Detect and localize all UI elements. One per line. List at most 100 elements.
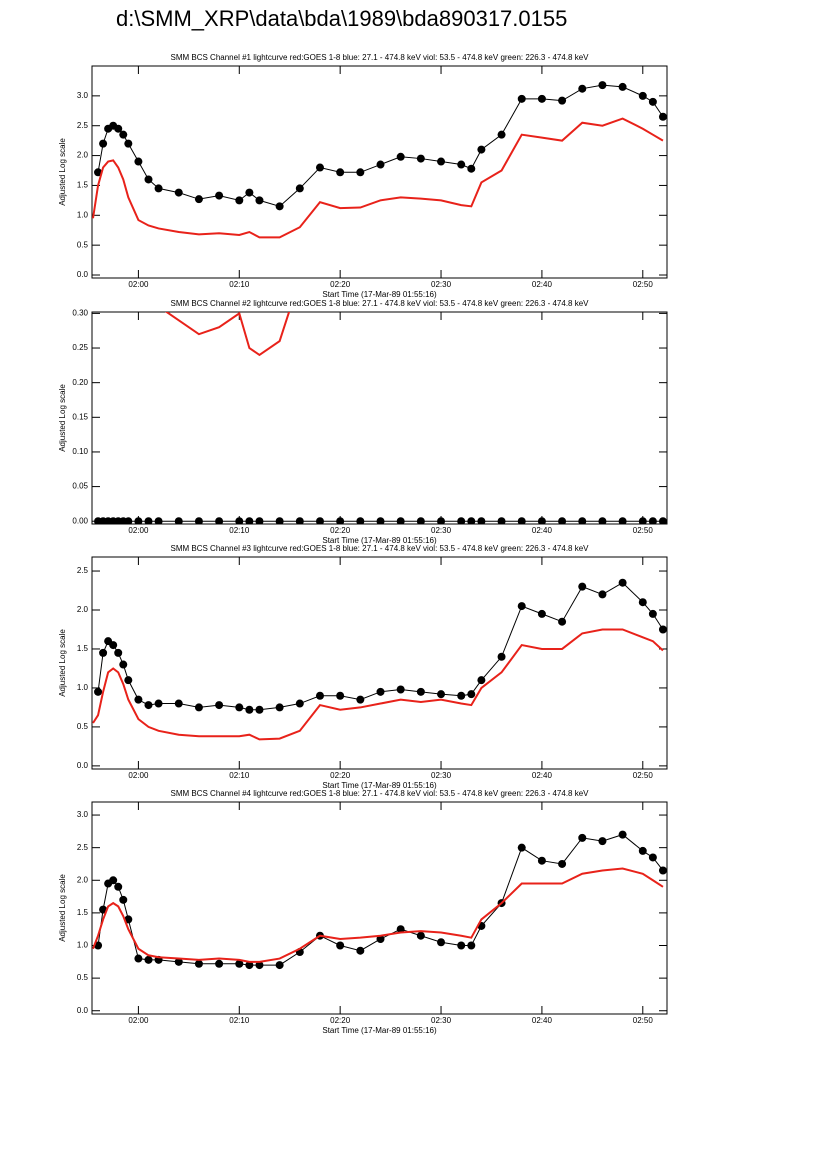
y-tick-label: 0.0: [77, 270, 89, 279]
data-point: [109, 641, 118, 650]
data-point: [245, 961, 254, 970]
data-point: [638, 517, 647, 524]
data-point: [477, 676, 486, 685]
data-point: [315, 691, 324, 700]
x-tick-label: 02:10: [229, 280, 250, 289]
data-point: [255, 961, 264, 970]
y-tick-label: 1.5: [77, 181, 89, 190]
data-point: [174, 188, 183, 197]
data-point: [477, 145, 486, 154]
data-point: [517, 843, 526, 852]
y-tick-label: 0.5: [77, 240, 89, 249]
data-point: [356, 695, 365, 704]
x-tick-label: 02:50: [633, 526, 654, 535]
data-point: [467, 517, 476, 524]
x-tick-label: 02:30: [431, 771, 452, 780]
data-point: [295, 699, 304, 708]
x-tick-label: 02:00: [128, 526, 149, 535]
series-line: [92, 628, 664, 741]
data-point: [497, 652, 506, 661]
y-tick-label: 2.5: [77, 121, 89, 130]
data-point: [658, 517, 667, 524]
data-point: [315, 163, 324, 172]
data-point: [99, 139, 108, 148]
data-point: [598, 81, 607, 90]
data-point: [154, 184, 163, 193]
data-point: [174, 699, 183, 708]
x-tick-label: 02:40: [532, 280, 553, 289]
data-point: [648, 97, 657, 106]
data-point: [437, 517, 446, 524]
series-line: [92, 867, 664, 963]
data-point: [124, 139, 133, 148]
data-point: [124, 676, 133, 685]
data-point: [467, 941, 476, 950]
data-point: [457, 691, 466, 700]
data-point: [618, 82, 627, 91]
y-axis-label: Adjusted Log scale: [58, 138, 67, 206]
data-point: [134, 954, 143, 963]
y-tick-label: 2.0: [77, 875, 89, 884]
data-point: [658, 625, 667, 634]
data-point: [124, 517, 133, 524]
data-point: [356, 517, 365, 524]
data-point: [245, 188, 254, 197]
data-point: [416, 931, 425, 940]
y-tick-label: 2.0: [77, 605, 89, 614]
x-tick-label: 02:40: [532, 1016, 553, 1025]
x-tick-label: 02:10: [229, 771, 250, 780]
data-point: [437, 938, 446, 947]
data-point: [578, 833, 587, 842]
y-tick-label: 0.0: [77, 1006, 89, 1015]
data-point: [94, 168, 103, 177]
data-point: [467, 690, 476, 699]
plot-frame: [91, 556, 668, 770]
y-tick-label: 3.0: [77, 91, 89, 100]
data-point: [598, 590, 607, 599]
x-tick-label: 02:50: [633, 280, 654, 289]
y-tick-label: 0.20: [72, 378, 88, 387]
x-tick-label: 02:10: [229, 1016, 250, 1025]
data-point: [467, 164, 476, 173]
data-point: [457, 941, 466, 950]
data-point: [517, 517, 526, 524]
chart-title: SMM BCS Channel #3 lightcurve red:GOES 1…: [170, 544, 589, 553]
data-point: [134, 157, 143, 166]
y-tick-label: 0.0: [77, 761, 89, 770]
chart-title: SMM BCS Channel #2 lightcurve red:GOES 1…: [170, 299, 589, 308]
data-point: [376, 517, 385, 524]
data-point: [416, 687, 425, 696]
data-point: [477, 517, 486, 524]
data-point: [144, 955, 153, 964]
data-point: [336, 691, 345, 700]
y-axis-label: Adjusted Log scale: [58, 384, 67, 452]
data-point: [336, 517, 345, 524]
plot-area: [92, 578, 667, 741]
data-point: [648, 609, 657, 618]
y-tick-label: 1.0: [77, 941, 89, 950]
plot-area: [92, 81, 667, 239]
data-point: [537, 94, 546, 103]
y-tick-label: 0.5: [77, 973, 89, 982]
y-tick-label: 1.0: [77, 210, 89, 219]
plot-area: [92, 830, 667, 970]
data-point: [558, 96, 567, 105]
data-point: [537, 517, 546, 524]
data-point: [497, 517, 506, 524]
data-point: [275, 202, 284, 211]
data-point: [119, 130, 128, 139]
data-point: [558, 859, 567, 868]
plot-frame: [91, 311, 668, 525]
data-point: [396, 517, 405, 524]
data-point: [99, 648, 108, 657]
data-point: [109, 876, 118, 885]
data-point: [114, 882, 123, 891]
data-point: [618, 830, 627, 839]
x-tick-label: 02:20: [330, 1016, 351, 1025]
data-point: [245, 705, 254, 714]
data-point: [517, 602, 526, 611]
data-point: [134, 695, 143, 704]
data-point: [235, 959, 244, 968]
x-tick-label: 02:50: [633, 771, 654, 780]
